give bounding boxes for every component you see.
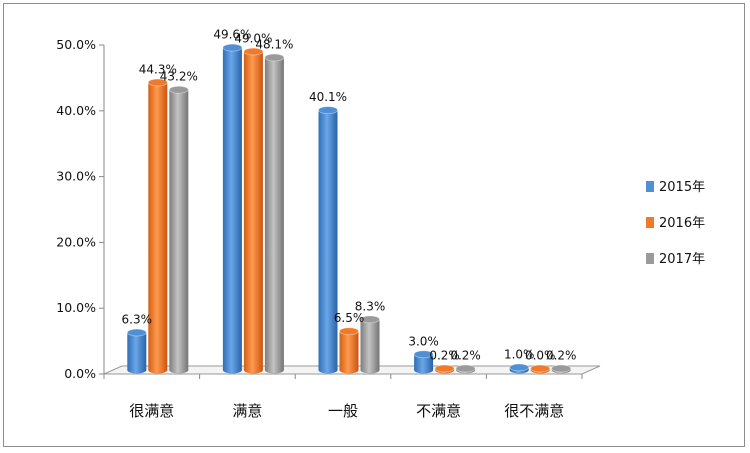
bar-top [318, 106, 338, 115]
bar-top [509, 363, 530, 372]
bar [169, 89, 189, 370]
x-category-label: 很满意 [129, 402, 174, 420]
data-label: 6.5% [334, 311, 365, 325]
bar-bottom [264, 366, 284, 374]
data-label: 0.2% [450, 349, 481, 363]
bar [148, 82, 168, 371]
bar-top [455, 364, 476, 373]
data-label: 0.2% [546, 349, 577, 363]
x-category-label: 一般 [328, 402, 358, 420]
x-category-label: 很不满意 [504, 402, 564, 420]
y-tick-label: 0.0% [64, 366, 96, 381]
bar [339, 331, 359, 370]
y-tick-label: 50.0% [56, 37, 96, 52]
data-label: 49.0% [234, 32, 272, 46]
bar [243, 51, 263, 371]
bar-top [264, 53, 285, 62]
bar-top [243, 47, 264, 56]
data-label: 3.0% [408, 334, 439, 348]
bar [222, 47, 242, 371]
data-label: 8.3% [355, 299, 386, 313]
bar-bottom [339, 366, 359, 374]
legend-swatch [646, 181, 654, 192]
y-tick-label: 20.0% [56, 234, 96, 249]
bar-top [126, 328, 147, 337]
bar-bottom [169, 366, 189, 374]
data-label: 48.1% [255, 38, 293, 52]
bar-bottom [318, 366, 338, 374]
bar [318, 110, 338, 370]
data-label: 44.3% [139, 63, 177, 77]
bar-top [168, 85, 189, 94]
bar [414, 354, 434, 370]
bar-top [551, 364, 572, 373]
y-tick-label: 10.0% [56, 300, 96, 315]
legend-label: 2015年 [659, 180, 705, 195]
bar-bottom [360, 366, 380, 374]
data-label: 0.2% [429, 349, 460, 363]
bar [264, 57, 284, 370]
bar [127, 332, 147, 370]
bars [126, 43, 572, 374]
bar-top [434, 364, 455, 373]
legend-label: 2016年 [659, 216, 705, 231]
y-tick-label: 40.0% [56, 103, 96, 118]
legend-swatch [646, 253, 654, 264]
data-label: 1.0% [504, 347, 535, 361]
data-label: 40.1% [309, 90, 347, 104]
x-category-label: 不满意 [416, 402, 461, 420]
data-label: 6.3% [122, 313, 153, 327]
bar-top [530, 364, 551, 373]
bar-bottom [243, 366, 263, 374]
bar [360, 319, 380, 370]
legend: 2015年 2016年 2017年 [646, 180, 705, 267]
bar-bottom [148, 366, 168, 374]
x-category-label: 满意 [232, 402, 262, 420]
bar-bottom [127, 366, 147, 374]
bar-top [360, 315, 380, 324]
data-label: 43.2% [160, 70, 198, 84]
bar-top [222, 43, 243, 52]
legend-swatch [646, 217, 654, 228]
data-label: 0.0% [525, 349, 556, 363]
data-labels: 6.3% 44.3%43.2% 49.6%49.0%48.1% 40.1% 6.5%8.… [122, 28, 577, 363]
y-tick-label: 30.0% [56, 169, 96, 184]
bar-bottom [222, 366, 242, 374]
bar-top [147, 78, 168, 87]
bar-top [413, 350, 434, 359]
bar-bottom [414, 366, 434, 374]
bar-top [339, 327, 359, 336]
legend-label: 2017年 [659, 252, 705, 267]
data-label: 49.6% [213, 28, 251, 42]
